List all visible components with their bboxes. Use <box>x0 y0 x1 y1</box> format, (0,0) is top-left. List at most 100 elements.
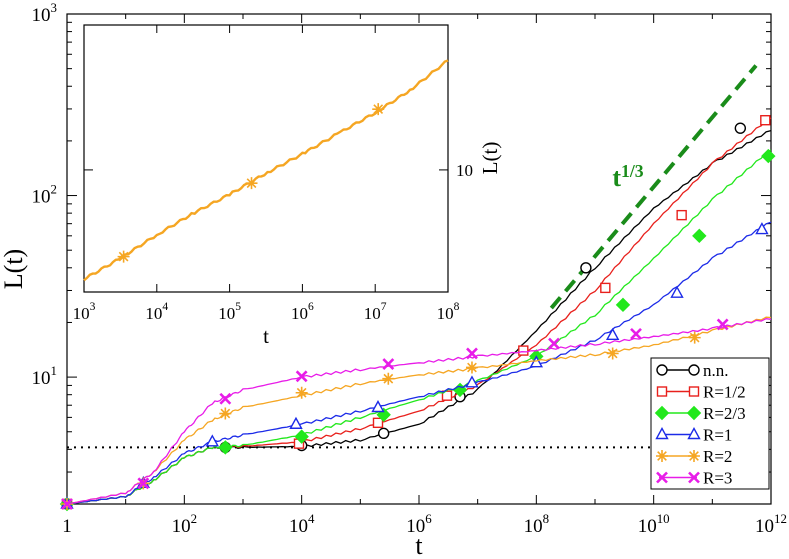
inset-y-axis-title: L(t) <box>478 142 502 175</box>
legend-label: R=1/2 <box>703 383 746 402</box>
legend-label: R=3 <box>703 469 732 488</box>
legend-swatch-marker <box>687 427 701 440</box>
inset-x-tick-label: 105 <box>218 300 241 323</box>
legend-entry: R=1/2 <box>656 383 746 402</box>
series-marker <box>61 498 73 510</box>
legend-label: R=1 <box>703 426 732 445</box>
series-marker <box>295 386 308 399</box>
x-tick-label: 1 <box>62 516 72 537</box>
inset-x-tick-label: 107 <box>364 300 387 323</box>
x-tick-label: 102 <box>172 511 197 537</box>
inset-x-tick-label-base: 10 <box>73 304 90 323</box>
series-marker <box>615 297 631 313</box>
series-marker <box>734 122 747 134</box>
series-marker <box>548 337 560 350</box>
inset-series-marker <box>117 250 130 263</box>
power-law-label: t1/3 <box>612 161 643 192</box>
x-tick-label-exponent: 8 <box>543 511 549 526</box>
legend-box <box>650 357 770 490</box>
series-marker <box>670 285 684 298</box>
legend: n.n. R=1/2 R=2/3 R=1 R=2 R=3 <box>650 357 770 490</box>
series-marker <box>529 355 544 368</box>
inset-series-line <box>83 59 449 282</box>
series-line <box>66 316 772 505</box>
series-marker <box>580 262 592 274</box>
y-tick-label: 103 <box>32 0 57 26</box>
legend-swatch-marker <box>656 364 668 376</box>
inset-x-tick-label-base: 10 <box>364 304 381 323</box>
inset-frame <box>83 24 449 293</box>
x-tick-label-base: 10 <box>638 516 657 537</box>
legend-swatch-marker <box>656 450 668 462</box>
series-marker <box>755 222 769 235</box>
x-tick-label: 104 <box>289 511 315 537</box>
series-marker <box>218 440 233 455</box>
inset-x-tick-label-base: 10 <box>145 304 162 323</box>
legend-label: R=2/3 <box>703 404 746 423</box>
inset-x-tick-label-exponent: 5 <box>235 300 241 313</box>
y-axis-title: L(t) <box>0 249 28 289</box>
series-marker <box>760 115 771 126</box>
series-line <box>66 149 772 505</box>
inset-x-axis-title: t <box>263 324 269 348</box>
series-2 <box>59 148 776 512</box>
series-marker <box>465 375 479 388</box>
series-marker <box>518 345 529 356</box>
legend-entry: R=3 <box>656 469 732 488</box>
inset-x-tick-label: 106 <box>291 300 314 323</box>
x-tick-label-base: 10 <box>172 516 191 537</box>
legend-swatch-marker <box>688 471 700 484</box>
series-marker <box>606 347 619 360</box>
series-marker <box>137 477 150 490</box>
series-marker <box>761 148 776 164</box>
legend-swatch-marker <box>656 471 668 484</box>
inset-x-tick-label: 108 <box>437 300 460 323</box>
legend-swatch-marker <box>688 386 700 397</box>
series-marker <box>466 347 478 360</box>
x-tick-label-base: 10 <box>406 516 425 537</box>
x-tick-label: 106 <box>406 511 432 537</box>
x-tick-label-base: 10 <box>289 516 308 537</box>
legend-swatch-marker <box>686 405 702 421</box>
series-marker <box>465 361 478 374</box>
y-tick-label-base: 10 <box>32 368 51 389</box>
series-marker <box>372 417 384 429</box>
power-law-label-base: t <box>612 163 621 192</box>
x-tick-label-exponent: 12 <box>774 511 787 526</box>
inset-x-tick-label: 103 <box>73 300 96 323</box>
x-tick-label-base: 10 <box>755 516 774 537</box>
series-marker <box>377 427 390 440</box>
series-marker <box>219 407 232 420</box>
inset-x-tick-label-exponent: 7 <box>381 300 387 313</box>
legend-swatch-marker <box>688 450 700 462</box>
series-marker <box>441 390 453 401</box>
inset-x-tick-label-base: 10 <box>437 304 454 323</box>
series-marker <box>205 434 220 447</box>
x-tick-label-exponent: 4 <box>308 511 315 526</box>
x-tick-label: 1010 <box>638 511 670 537</box>
y-tick-label-exponent: 2 <box>51 182 57 197</box>
series-marker <box>382 358 395 370</box>
x-tick-label-exponent: 2 <box>191 511 197 526</box>
inset-x-tick-label-base: 10 <box>291 304 308 323</box>
x-tick-label: 108 <box>524 511 549 537</box>
series-marker <box>382 372 395 385</box>
x-tick-label-base: 10 <box>524 516 543 537</box>
power-law-label-exponent: 1/3 <box>621 161 644 181</box>
series-marker <box>295 370 308 383</box>
x-tick-label: 1012 <box>755 511 787 537</box>
series-marker <box>371 400 385 413</box>
x-tick-label-exponent: 10 <box>657 511 670 526</box>
inset-series-marker <box>372 103 385 116</box>
inset-x-tick-label: 104 <box>145 300 168 323</box>
y-tick-label-base: 10 <box>32 5 51 26</box>
legend-entry: n.n. <box>656 361 729 380</box>
series-marker <box>600 282 611 294</box>
x-axis-title: t <box>415 531 423 559</box>
legend-swatch-marker <box>688 364 700 376</box>
legend-label: n.n. <box>703 361 729 380</box>
series-marker <box>630 327 642 340</box>
